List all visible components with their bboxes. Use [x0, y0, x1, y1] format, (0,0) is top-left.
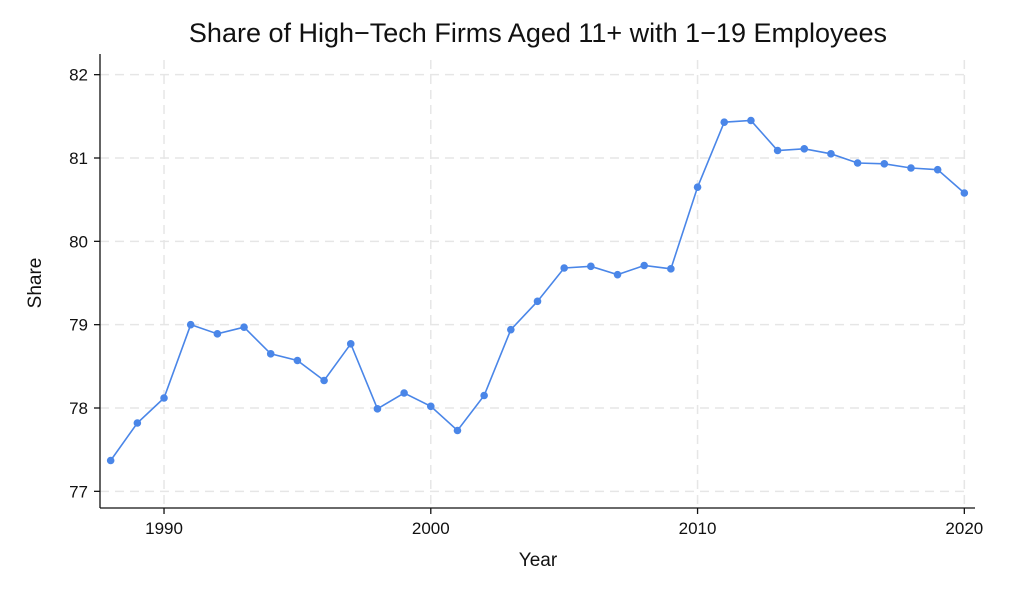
data-point [880, 160, 889, 168]
x-tick-label: 2000 [412, 519, 450, 538]
y-tick-label: 80 [69, 232, 88, 251]
data-point [667, 265, 675, 273]
data-point [827, 150, 835, 158]
data-point [186, 320, 195, 329]
y-tick-label: 82 [69, 66, 88, 85]
data-point [773, 146, 782, 155]
data-point [346, 340, 355, 348]
data-point [133, 419, 142, 427]
data-point [266, 350, 275, 358]
data-point [240, 323, 248, 331]
data-point [426, 402, 435, 411]
axes [94, 54, 975, 514]
data-point [160, 394, 168, 402]
data-point [960, 189, 969, 197]
y-tick-label: 78 [69, 399, 88, 418]
data-point [453, 426, 462, 435]
data-point [747, 116, 755, 125]
y-tick-label: 77 [69, 482, 88, 501]
data-point [213, 330, 222, 338]
data-point [720, 118, 729, 126]
x-tick-label: 2010 [679, 519, 717, 538]
data-point [373, 405, 382, 413]
data-point [533, 297, 542, 306]
data-point [800, 145, 809, 153]
data-point [480, 391, 488, 400]
y-tick-label: 81 [69, 149, 88, 168]
data-point [587, 262, 595, 271]
tick-labels: 77 78 79 80 81 82 1990 2000 2010 2020 [69, 66, 983, 538]
series-marks [106, 116, 969, 465]
data-point [560, 264, 568, 272]
x-axis-label: Year [519, 550, 558, 571]
data-point [507, 325, 515, 334]
series-line [110, 119, 965, 461]
x-tick-label: 2020 [945, 519, 983, 538]
data-point [853, 159, 862, 167]
data-point [293, 356, 302, 365]
data-point [400, 389, 408, 397]
data-point [933, 165, 942, 174]
data-point [640, 261, 649, 270]
data-point [320, 376, 328, 385]
y-axis-label: Share [25, 258, 46, 309]
data-point [693, 183, 702, 191]
chart-title: Share of High−Tech Firms Aged 11+ with 1… [189, 18, 887, 48]
data-point [613, 270, 622, 279]
x-tick-label: 1990 [145, 519, 183, 538]
data-point [106, 456, 115, 465]
grid-lines [100, 60, 970, 508]
data-point [907, 164, 915, 172]
y-tick-label: 79 [69, 316, 88, 335]
